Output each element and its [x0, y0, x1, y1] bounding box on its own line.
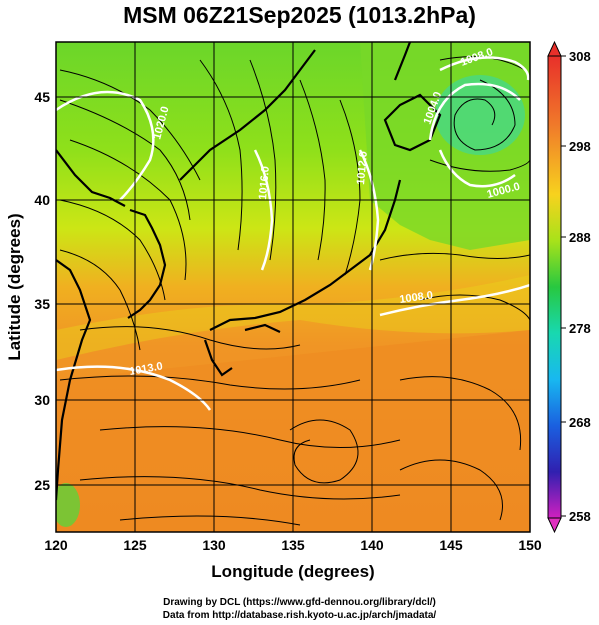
colorbar-tick-298: 298 — [569, 139, 591, 154]
isobar-1000 — [438, 149, 516, 188]
streamlines — [59, 56, 530, 526]
x-tick-130: 130 — [202, 537, 226, 553]
isobar-1008-south — [379, 283, 530, 317]
plot-frame — [55, 41, 531, 533]
honshu-coast — [209, 179, 402, 331]
gridlines — [56, 42, 530, 532]
y-tick-30: 30 — [34, 392, 50, 408]
colorbar-tick-258: 258 — [569, 509, 591, 524]
y-axis-label: Latitude (degrees) — [5, 213, 24, 360]
isobar-1016 — [253, 149, 274, 271]
isobar-1013 — [56, 365, 212, 411]
isobar-1012 — [358, 149, 380, 271]
contour-label-1012: 1012.0 — [355, 151, 370, 186]
russia-coast — [179, 49, 316, 181]
colorbar-tick-308: 308 — [569, 49, 591, 64]
x-axis-label: Longitude (degrees) — [211, 562, 374, 581]
colorbar-tick-268: 268 — [569, 415, 591, 430]
x-tick-120: 120 — [44, 537, 68, 553]
y-tick-45: 45 — [34, 89, 50, 105]
colorbar: 308 298 288 278 268 258 — [547, 40, 591, 534]
contour-label-1008-south: 1008.0 — [399, 289, 434, 306]
kyushu-coast — [203, 339, 233, 377]
colorbar-top-arrow — [547, 40, 562, 57]
y-tick-35: 35 — [34, 296, 50, 312]
hokkaido-coast — [383, 93, 442, 152]
x-tick-125: 125 — [123, 537, 147, 553]
china-coast — [56, 149, 126, 501]
x-tick-150: 150 — [518, 537, 542, 553]
colorbar-tick-288: 288 — [569, 230, 591, 245]
contour-label-1016: 1016.0 — [257, 166, 272, 201]
y-tick-labels: 25 30 35 40 45 — [34, 89, 50, 493]
korea-coast — [127, 208, 167, 319]
credit-data-source: Data from http://database.rish.kyoto-u.a… — [162, 610, 437, 621]
isobar-1008-north — [439, 56, 530, 81]
x-tick-labels: 120 125 130 135 140 145 150 — [44, 537, 542, 553]
isobars — [56, 56, 530, 411]
x-tick-140: 140 — [360, 537, 384, 553]
y-tick-40: 40 — [34, 192, 50, 208]
x-tick-135: 135 — [281, 537, 305, 553]
credit-drawing: Drawing by DCL (https://www.gfd-dennou.o… — [163, 597, 436, 608]
x-tick-145: 145 — [439, 537, 463, 553]
isobar-1004 — [428, 82, 521, 141]
colorbar-bottom-arrow — [547, 517, 562, 534]
shikoku-coast — [244, 323, 281, 333]
temperature-field — [56, 42, 530, 532]
sakhalin-coast — [393, 42, 412, 81]
y-tick-25: 25 — [34, 477, 50, 493]
isobar-1020 — [56, 90, 155, 201]
chart-title: MSM 06Z21Sep2025 (1013.2hPa) — [123, 2, 476, 28]
contour-label-1013: 1013.0 — [128, 360, 163, 378]
coastlines — [56, 42, 442, 501]
colorbar-tick-278: 278 — [569, 321, 591, 336]
